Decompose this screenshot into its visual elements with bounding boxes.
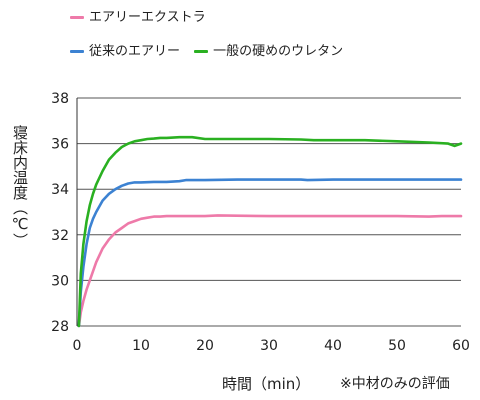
x-tick-label: 20 [196,338,214,354]
y-tick-label: 32 [51,228,69,244]
y-tick-label: 38 [51,91,69,107]
legend-swatch-series-3 [194,50,209,53]
series-line-3 [77,135,463,328]
legend-item-series-1: エアリーエクストラ [70,10,206,26]
x-axis-label: 時間（min） [222,375,311,393]
legend-label-series-2: 従来のエアリー [89,44,181,59]
y-tick-label: 28 [51,319,69,335]
series-line-2 [77,178,463,328]
legend-item-series-2: 従来のエアリー [70,44,180,60]
legend-label-series-3: 一般の硬めのウレタン [213,44,344,59]
legend-swatch-series-1 [70,16,84,19]
x-tick-label: 0 [73,338,82,354]
legend-label-series-1: エアリーエクストラ [89,10,206,25]
legend-swatch-series-2 [70,50,84,53]
legend-row-1: エアリーエクストラ [70,10,216,26]
x-tick-label: 60 [452,338,470,354]
evaluation-note: ※中材のみの評価 [340,376,450,392]
y-tick-label: 34 [51,182,69,198]
y-tick-label: 36 [51,137,69,153]
legend-item-series-3: 一般の硬めのウレタン [194,44,343,60]
x-tick-label: 10 [132,338,150,354]
x-tick-label: 40 [324,338,342,354]
legend-row-2: 従来のエアリー 一般の硬めのウレタン [70,44,353,60]
x-tick-label: 50 [388,338,406,354]
x-tick-label: 30 [260,338,278,354]
series-line-1 [77,214,463,328]
y-axis-label: 寝床内温度（℃） [11,125,29,248]
y-tick-label: 30 [51,273,69,289]
